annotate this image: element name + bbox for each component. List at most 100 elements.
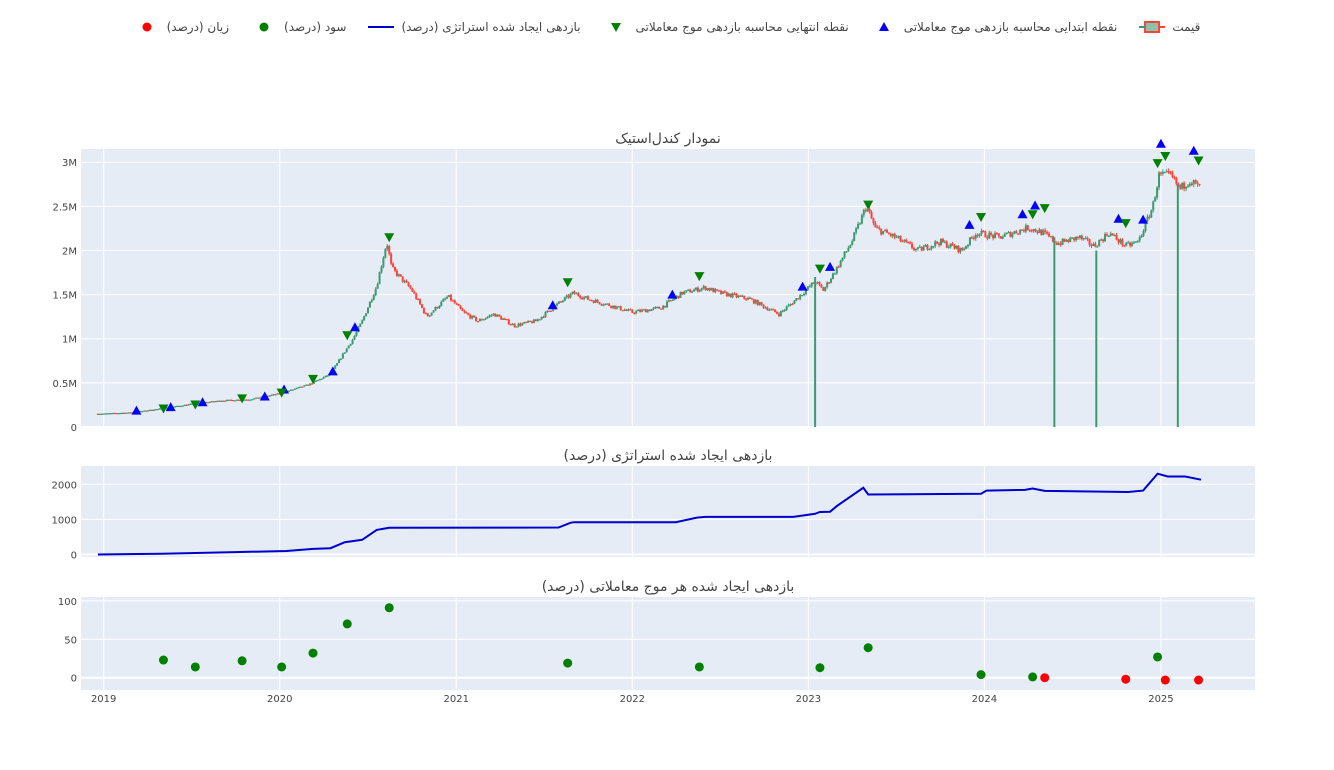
legend-item-buy[interactable]: نقطه ابتدایی محاسبه بازدهی موج معاملاتی — [871, 19, 1117, 35]
candle-body — [295, 387, 298, 390]
candle-body — [309, 383, 312, 386]
candle-body — [789, 303, 792, 306]
candle-body — [1163, 171, 1166, 174]
legend-item-loss[interactable]: زیان (درصد) — [134, 19, 229, 35]
y-tick-label: 1000 — [52, 515, 77, 526]
candle-body — [270, 394, 273, 397]
candle-body — [1092, 243, 1095, 246]
candle-body — [546, 310, 549, 312]
candle-body — [148, 409, 151, 411]
candle-body — [465, 312, 468, 314]
candle-body — [351, 339, 354, 344]
candle-body — [320, 378, 323, 380]
candle-body — [857, 223, 860, 229]
candle-body — [664, 305, 667, 308]
candle-body — [747, 297, 750, 300]
candle-body — [230, 399, 233, 401]
candle-body — [150, 409, 153, 411]
candle-body — [1030, 230, 1033, 232]
candle-body — [434, 306, 437, 311]
candle-body — [870, 212, 873, 219]
candle-body — [656, 306, 659, 309]
candle-body — [897, 235, 900, 238]
candle-body — [839, 260, 842, 267]
candle-body — [405, 280, 408, 283]
candle-body — [878, 227, 881, 229]
y-tick-label: 2000 — [52, 480, 77, 491]
candle-body — [1173, 177, 1176, 179]
candle-body — [633, 312, 636, 314]
candle-body — [1069, 237, 1072, 242]
candle-body — [804, 289, 807, 294]
candle-body — [1048, 233, 1051, 237]
sell-marker — [1152, 159, 1163, 169]
candle-body — [932, 246, 935, 248]
candle-body — [627, 309, 630, 311]
candle-body — [689, 289, 692, 293]
candle-body — [608, 303, 611, 306]
candle-body — [573, 291, 576, 294]
candle-body — [457, 304, 460, 306]
candle-body — [473, 315, 476, 318]
candle-body — [737, 295, 740, 298]
candle-body — [818, 282, 821, 285]
candle-body — [409, 286, 412, 289]
y-tick-label: 3M — [62, 158, 77, 169]
y-tick-label: 1.5M — [52, 291, 77, 302]
candle-body — [255, 397, 258, 399]
candle-body — [988, 232, 991, 239]
candle-body — [557, 301, 560, 304]
panel-title: بازدهی ایجاد شده هر موج معاملاتی (درصد) — [542, 579, 795, 595]
candle-body — [1138, 237, 1141, 241]
candle-body — [799, 295, 802, 300]
candle-body — [687, 289, 690, 291]
candle-body — [831, 273, 834, 279]
legend-item-profit[interactable]: سود (درصد) — [251, 19, 346, 35]
candle-body — [994, 233, 997, 239]
y-tick-label: 0 — [71, 674, 77, 685]
candle-body — [959, 247, 962, 253]
candle-body — [658, 306, 661, 309]
candle-body — [538, 319, 541, 321]
candle-body — [251, 399, 254, 401]
candle-body — [762, 304, 765, 308]
candle-body — [459, 305, 462, 309]
candle-body — [517, 323, 520, 327]
candle-body — [540, 316, 543, 320]
legend-label: زیان (درصد) — [166, 20, 230, 34]
candle-body — [810, 282, 813, 287]
candle-body — [909, 242, 912, 244]
candle-body — [604, 303, 607, 305]
candle-body — [625, 309, 628, 312]
candle-body — [1036, 231, 1039, 233]
buy-marker — [547, 300, 558, 310]
legend-item-strategy[interactable]: بازدهی ایجاد شده استراتژی (درصد) — [368, 19, 581, 35]
candle-body — [776, 311, 779, 314]
candle-body — [378, 272, 381, 285]
candle-body — [860, 215, 863, 224]
legend-item-sell[interactable]: نقطه انتهایی محاسبه بازدهی موج معاملاتی — [603, 19, 849, 35]
candle-body — [1051, 236, 1054, 242]
candle-body — [436, 306, 439, 309]
candle-body — [710, 288, 713, 291]
candle-body — [770, 309, 773, 311]
candle-body — [181, 405, 184, 407]
candle-body — [1146, 216, 1149, 221]
candle-body — [735, 293, 738, 298]
legend-item-price[interactable]: قیمت — [1139, 19, 1200, 35]
candle-body — [278, 393, 281, 395]
candle-body — [419, 299, 422, 305]
candle-body — [731, 293, 734, 298]
candle-body — [145, 410, 148, 412]
candle-body — [579, 295, 582, 298]
candle-body — [268, 395, 271, 397]
candle-body — [475, 317, 478, 322]
candle-body — [257, 397, 260, 399]
candle-body — [760, 302, 763, 305]
legend-swatch-strategy — [368, 26, 395, 28]
candle-body — [345, 348, 348, 353]
buy-marker — [327, 366, 338, 376]
candle-body — [422, 307, 425, 314]
sell-marker — [308, 374, 319, 384]
candle-body — [158, 408, 161, 410]
